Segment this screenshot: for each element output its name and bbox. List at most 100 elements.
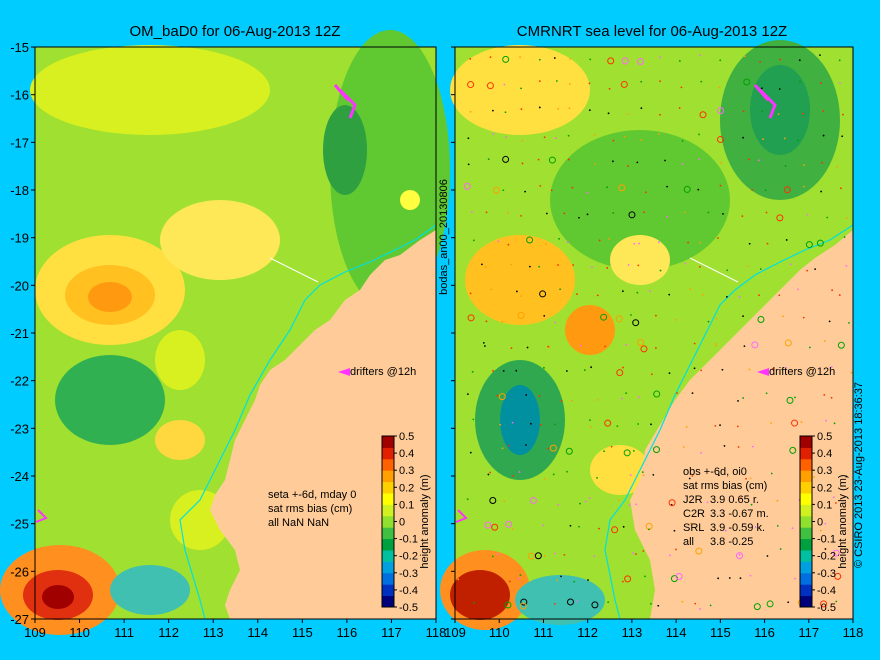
obs-dot [511,421,514,424]
left-land [210,230,436,619]
obs-dot [699,54,702,57]
colorbar-swatch [382,550,394,562]
left-stats-line-2: all NaN NaN [268,517,329,529]
obs-circle [653,390,661,398]
obs-dot [668,372,671,375]
obs-dot [576,293,578,295]
obs-dot [638,242,641,245]
obs-dot [625,343,628,346]
obs-dot [497,240,500,243]
obs-dot [589,425,592,428]
obs-circle [600,313,608,321]
obs-circle [526,236,534,244]
obs-dot [830,396,833,399]
obs-dot [698,133,700,136]
obs-circle [463,182,471,190]
obs-dot [490,288,492,291]
x-tick-label: 114 [247,625,268,640]
obs-dot [649,602,652,605]
right-drifter-marker [757,368,769,376]
colorbar-tick-label: -0.5 [817,602,836,614]
obs-dot [557,108,560,110]
obs-circle [489,497,497,505]
obs-dot [700,80,703,83]
stats-row-name: all [683,536,694,548]
y-tick-label: -19 [10,231,29,246]
colorbar-swatch [382,447,394,460]
obs-dot [739,497,742,500]
obs-dot [771,367,774,370]
obs-dot [560,399,563,402]
x-tick-label: 111 [114,625,134,640]
obs-circle [498,393,506,401]
colorbar-swatch [382,470,394,483]
right-colorbar: 0.5 0.4 0.3 0.2 0.1 0 -0.1 -0.2 -0.3 -0.4 -0.5 heig… [799,431,849,614]
obs-dot [606,267,609,269]
obs-circle [757,315,765,323]
obs-dot [553,602,556,605]
obs-dot [777,113,780,116]
obs-dot [496,394,499,397]
y-tick-label: -17 [10,135,29,150]
obs-dot [610,445,613,448]
obs-dot [841,135,844,138]
obs-circle [504,601,512,609]
obs-dot [728,577,731,579]
obs-dot [606,186,609,189]
colorbar-swatch [800,550,812,562]
obs-dot [640,139,643,142]
obs-dot [813,476,816,478]
obs-dot [778,294,781,297]
obs-dot [617,499,620,502]
x-tick-label: 118 [843,625,864,640]
obs-dot [745,477,747,480]
obs-dot [779,58,782,61]
obs-dot [828,320,831,323]
obs-dot [715,344,717,347]
obs-dot [507,243,510,246]
obs-dot [776,524,779,527]
x-tick-label: 118 [426,625,447,640]
colorbar-swatch [800,447,812,460]
obs-dot [570,399,573,402]
obs-dot [806,269,809,272]
obs-circle [502,55,510,63]
obs-dot [594,163,597,166]
obs-dot [654,347,657,349]
obs-circle [786,396,794,404]
obs-circle [520,598,528,606]
obs-dot [789,263,792,266]
y-tick-label: -16 [10,88,29,103]
obs-dot [669,554,671,557]
obs-dot [554,321,556,324]
obs-dot [659,113,661,116]
obs-dot [650,423,652,426]
obs-dot [467,163,470,166]
obs-dot [691,474,694,477]
obs-dot [469,110,472,113]
obs-dot [571,186,574,189]
obs-dot [608,237,611,240]
obs-dot [747,158,750,161]
obs-dot [706,501,709,504]
obs-dot [736,425,739,428]
obs-dot [547,447,549,450]
obs-dot [568,82,571,85]
obs-dot [664,159,666,162]
y-tick-label: -24 [10,469,29,484]
obs-dot [627,165,629,167]
obs-dot [840,187,842,190]
obs-dot [749,477,752,480]
obs-dot [581,319,584,322]
obs-dot [694,602,697,605]
colorbar-swatch [382,504,394,517]
obs-dot [833,422,836,425]
obs-dot [469,58,472,60]
obs-circle [529,496,537,504]
obs-circle [517,311,525,319]
obs-dot [492,369,494,372]
colorbar-tick-label: 0.5 [399,431,414,443]
y-tick-label: -18 [10,183,29,198]
obs-dot [819,529,822,532]
obs-dot [652,473,655,476]
